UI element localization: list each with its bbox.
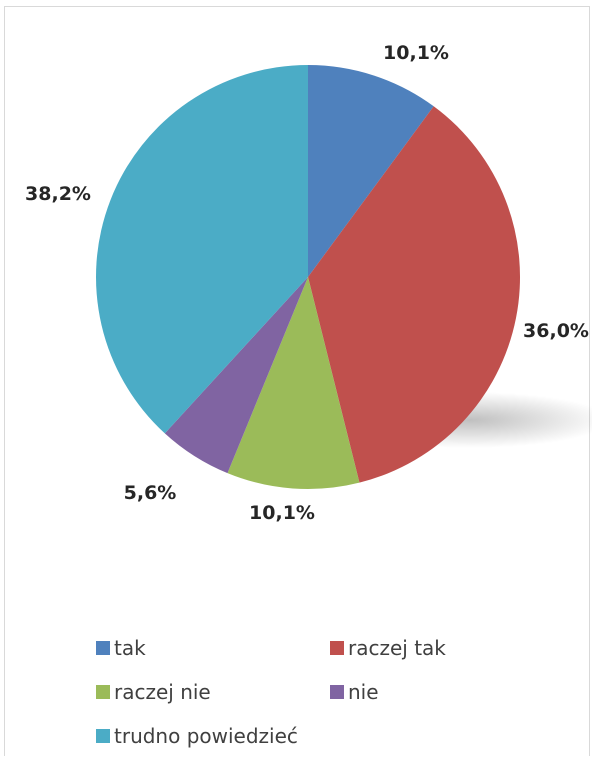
- legend-swatch-raczej-nie: [96, 685, 110, 699]
- legend-label-tak: tak: [114, 636, 146, 660]
- legend-label-trudno-powiedziec: trudno powiedzieć: [114, 724, 298, 748]
- legend-swatch-trudno-powiedziec: [96, 729, 110, 743]
- pie-slice-raczej-nie: [227, 277, 360, 490]
- legend-item-nie: nie: [330, 680, 379, 704]
- legend-item-tak: tak: [96, 636, 146, 660]
- pie-slice-raczej-tak: [308, 106, 521, 483]
- data-label-trudno-powiedziec: 38,2%: [25, 183, 91, 205]
- data-label-raczej-nie: 10,1%: [249, 502, 315, 524]
- legend-item-raczej-nie: raczej nie: [96, 680, 211, 704]
- legend-label-raczej-nie: raczej nie: [114, 680, 211, 704]
- chart-frame: [4, 6, 590, 756]
- legend-swatch-nie: [330, 685, 344, 699]
- legend-item-raczej-tak: raczej tak: [330, 636, 446, 660]
- pie-slice-nie: [164, 277, 308, 474]
- pie-slice-tak: [308, 65, 434, 277]
- data-label-raczej-tak: 36,0%: [523, 320, 589, 342]
- legend-label-nie: nie: [348, 680, 379, 704]
- pie-slice-trudno-powiedziec: [96, 65, 308, 434]
- legend-swatch-tak: [96, 641, 110, 655]
- legend-label-raczej-tak: raczej tak: [348, 636, 446, 660]
- legend-item-trudno-powiedziec: trudno powiedzieć: [96, 724, 298, 748]
- legend-swatch-raczej-tak: [330, 641, 344, 655]
- data-label-nie: 5,6%: [124, 482, 177, 504]
- data-label-tak: 10,1%: [383, 42, 449, 64]
